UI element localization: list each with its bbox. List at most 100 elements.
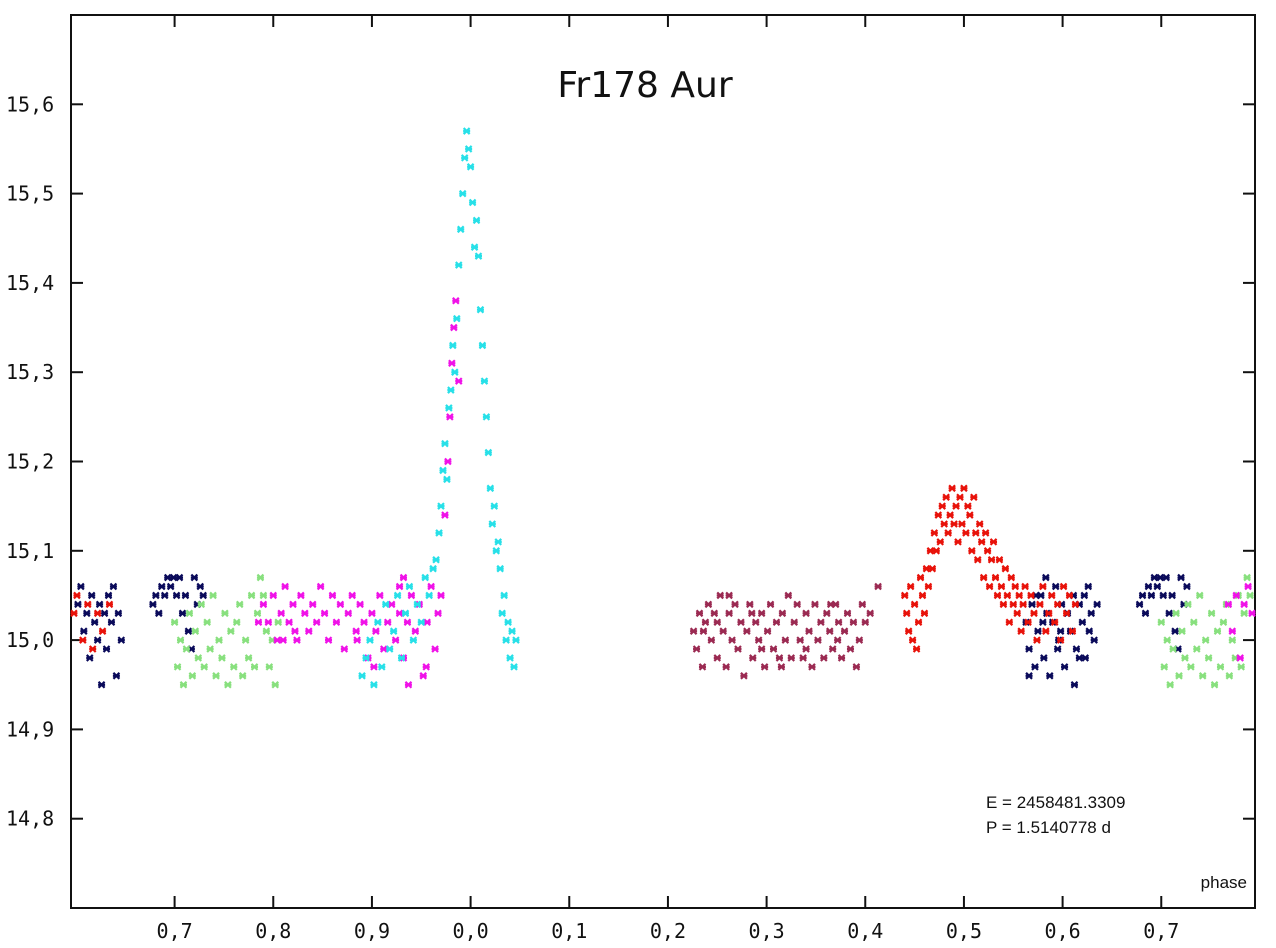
data-point bbox=[852, 663, 861, 671]
data-point bbox=[203, 618, 211, 627]
data-point bbox=[1036, 600, 1044, 609]
data-point bbox=[172, 591, 181, 600]
series-1 bbox=[70, 484, 1080, 653]
data-point bbox=[109, 582, 118, 591]
data-point bbox=[441, 511, 449, 519]
data-point bbox=[277, 609, 285, 618]
data-point bbox=[169, 573, 178, 582]
data-point bbox=[447, 386, 455, 394]
data-point bbox=[374, 618, 382, 627]
data-point bbox=[802, 645, 810, 653]
data-point bbox=[725, 609, 733, 618]
data-point bbox=[155, 609, 163, 618]
data-point bbox=[387, 600, 396, 609]
data-point bbox=[1156, 573, 1165, 582]
data-point bbox=[1042, 573, 1050, 582]
data-point bbox=[1162, 573, 1170, 582]
data-point bbox=[1201, 636, 1210, 644]
data-point bbox=[340, 645, 349, 653]
data-point bbox=[443, 475, 451, 484]
data-point bbox=[90, 618, 99, 627]
data-point bbox=[444, 457, 452, 466]
data-point bbox=[950, 520, 958, 528]
data-point bbox=[112, 672, 121, 680]
data-point bbox=[431, 645, 439, 653]
data-point bbox=[948, 484, 956, 493]
data-point bbox=[701, 618, 710, 627]
data-point bbox=[811, 600, 819, 609]
data-point bbox=[88, 645, 97, 653]
data-point bbox=[446, 413, 454, 421]
data-point bbox=[1207, 609, 1216, 618]
data-point bbox=[689, 627, 698, 635]
data-point bbox=[858, 600, 867, 609]
data-point bbox=[916, 573, 925, 582]
data-point bbox=[922, 564, 931, 573]
data-point bbox=[404, 680, 413, 689]
data-point bbox=[1017, 627, 1025, 635]
data-point bbox=[1068, 627, 1077, 635]
data-point bbox=[312, 618, 321, 627]
data-point bbox=[1005, 618, 1014, 627]
data-point bbox=[399, 573, 408, 582]
data-point bbox=[1181, 654, 1189, 662]
data-point bbox=[422, 663, 430, 671]
data-point bbox=[454, 377, 463, 385]
data-point bbox=[790, 618, 799, 627]
data-point bbox=[971, 529, 980, 537]
data-point bbox=[1021, 582, 1029, 591]
data-point bbox=[253, 609, 262, 618]
data-point bbox=[749, 654, 757, 662]
data-point bbox=[417, 618, 426, 627]
data-point bbox=[85, 654, 94, 662]
y-tick-label-5: 15,3 bbox=[6, 360, 54, 384]
data-point bbox=[1019, 600, 1027, 609]
data-point bbox=[191, 627, 200, 635]
data-point bbox=[1165, 609, 1173, 618]
data-point bbox=[413, 600, 422, 609]
data-point bbox=[376, 591, 384, 600]
data-point bbox=[488, 520, 497, 528]
series-5 bbox=[689, 582, 882, 680]
data-point bbox=[987, 555, 996, 564]
data-point bbox=[494, 538, 503, 546]
data-point bbox=[506, 654, 514, 662]
data-point bbox=[874, 582, 882, 591]
data-point bbox=[498, 609, 506, 618]
data-point bbox=[230, 663, 238, 671]
data-point bbox=[918, 591, 927, 600]
data-point bbox=[1210, 680, 1219, 689]
data-point bbox=[95, 600, 104, 609]
data-point bbox=[1059, 582, 1068, 591]
data-point bbox=[731, 600, 739, 609]
data-point bbox=[837, 654, 846, 662]
data-point bbox=[427, 582, 435, 591]
x-tick-label-5: 0,2 bbox=[650, 919, 686, 943]
data-point bbox=[476, 305, 485, 314]
chart-title: Fr178 Aur bbox=[557, 65, 732, 106]
data-point bbox=[157, 582, 166, 591]
data-point bbox=[960, 484, 968, 493]
data-point bbox=[293, 636, 301, 644]
data-point bbox=[259, 591, 268, 600]
data-point bbox=[439, 466, 447, 475]
data-point bbox=[997, 582, 1006, 591]
data-point bbox=[93, 609, 102, 618]
data-point bbox=[197, 600, 206, 609]
data-point bbox=[297, 591, 305, 600]
data-point bbox=[74, 600, 82, 609]
data-point bbox=[1171, 627, 1179, 635]
y-tick-label-1: 14,9 bbox=[6, 717, 54, 741]
x-axis: 0,7 0,8 0,9 0,0 0,1 0,2 0,3 0,4 0,5 0,6 0,7 bbox=[157, 15, 1179, 943]
data-point bbox=[1034, 627, 1042, 635]
data-point bbox=[411, 627, 420, 635]
data-point bbox=[743, 627, 751, 635]
data-point bbox=[1184, 600, 1192, 609]
data-point bbox=[83, 609, 91, 618]
data-point bbox=[1190, 618, 1198, 627]
data-point bbox=[425, 591, 433, 600]
data-point bbox=[274, 618, 282, 627]
data-point bbox=[799, 654, 807, 662]
data-point bbox=[449, 341, 457, 350]
data-point bbox=[107, 618, 116, 627]
